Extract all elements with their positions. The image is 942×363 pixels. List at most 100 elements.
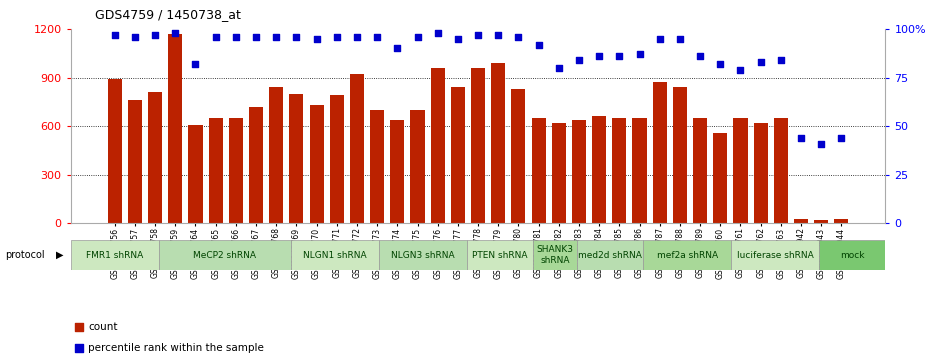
Text: GDS4759 / 1450738_at: GDS4759 / 1450738_at (95, 8, 241, 21)
Point (572, 57, 587, 63)
Bar (491, 63, 505, 223)
Point (632, 52, 647, 57)
Point (309, 36, 324, 42)
Bar (169, 34, 183, 223)
Text: percentile rank within the sample: percentile rank within the sample (89, 343, 265, 353)
Point (148, 32, 163, 38)
Bar (734, 118, 748, 223)
Point (773, 57, 788, 63)
Bar (653, 82, 667, 223)
Bar (289, 94, 303, 223)
Bar (612, 118, 626, 223)
Text: NLGN1 shRNA: NLGN1 shRNA (303, 250, 366, 260)
Point (450, 36, 465, 42)
Bar (411, 110, 425, 223)
Bar (552, 123, 566, 223)
Text: mef2a shRNA: mef2a shRNA (657, 250, 718, 260)
Bar (731, 240, 820, 270)
Point (491, 32, 506, 38)
Point (127, 34, 142, 40)
Text: count: count (89, 322, 118, 333)
Bar (820, 240, 885, 270)
Point (289, 34, 304, 40)
Bar (159, 240, 291, 270)
Bar (188, 125, 203, 223)
Bar (128, 100, 142, 223)
Bar (208, 118, 222, 223)
Point (733, 67, 748, 73)
Bar (291, 240, 379, 270)
Text: MeCP2 shRNA: MeCP2 shRNA (193, 250, 256, 260)
Point (753, 59, 768, 65)
Point (228, 34, 243, 40)
Point (349, 34, 365, 40)
Point (542, 74, 557, 79)
Text: NLGN3 shRNA: NLGN3 shRNA (391, 250, 455, 260)
Bar (572, 120, 586, 223)
Bar (531, 118, 545, 223)
Point (369, 34, 384, 40)
Bar (229, 118, 243, 223)
Bar (349, 74, 364, 223)
Point (268, 34, 284, 40)
Text: mock: mock (840, 250, 865, 260)
Bar (643, 240, 731, 270)
Bar (471, 68, 485, 223)
Bar (107, 79, 122, 223)
Bar (533, 240, 577, 270)
Point (692, 53, 707, 59)
Bar (467, 240, 533, 270)
Point (168, 30, 183, 36)
Bar (430, 68, 445, 223)
Bar (577, 240, 643, 270)
Bar (370, 110, 384, 223)
Bar (148, 92, 162, 223)
Text: luciferase shRNA: luciferase shRNA (737, 250, 814, 260)
Point (188, 61, 203, 67)
Point (592, 53, 607, 59)
Bar (835, 219, 849, 223)
Bar (269, 87, 284, 223)
Point (652, 36, 667, 42)
Bar (773, 118, 788, 223)
Bar (713, 132, 727, 223)
Bar (249, 107, 263, 223)
Bar (673, 87, 687, 223)
Point (611, 53, 626, 59)
Point (249, 34, 264, 40)
Point (430, 30, 446, 36)
Point (410, 34, 425, 40)
Point (107, 32, 122, 38)
Text: med2d shRNA: med2d shRNA (578, 250, 642, 260)
Text: protocol: protocol (5, 250, 44, 260)
Point (470, 32, 485, 38)
Point (814, 141, 829, 147)
Point (330, 34, 345, 40)
Bar (390, 120, 404, 223)
Text: FMR1 shRNA: FMR1 shRNA (86, 250, 143, 260)
Point (834, 135, 849, 141)
Text: SHANK3
shRNA: SHANK3 shRNA (537, 245, 574, 265)
Bar (451, 87, 465, 223)
Bar (310, 105, 324, 223)
Bar (814, 220, 828, 223)
Point (551, 65, 566, 71)
Bar (330, 95, 344, 223)
Bar (593, 117, 607, 223)
Text: PTEN shRNA: PTEN shRNA (472, 250, 528, 260)
Bar (632, 118, 646, 223)
Point (511, 34, 526, 40)
Bar (379, 240, 467, 270)
Bar (693, 118, 707, 223)
Bar (794, 219, 808, 223)
Point (531, 42, 546, 48)
Point (793, 135, 808, 141)
Text: ▶: ▶ (56, 250, 63, 260)
Point (542, 260, 557, 266)
Point (673, 36, 688, 42)
Bar (512, 89, 526, 223)
Point (208, 34, 223, 40)
Bar (754, 123, 768, 223)
Bar (71, 240, 159, 270)
Point (713, 61, 728, 67)
